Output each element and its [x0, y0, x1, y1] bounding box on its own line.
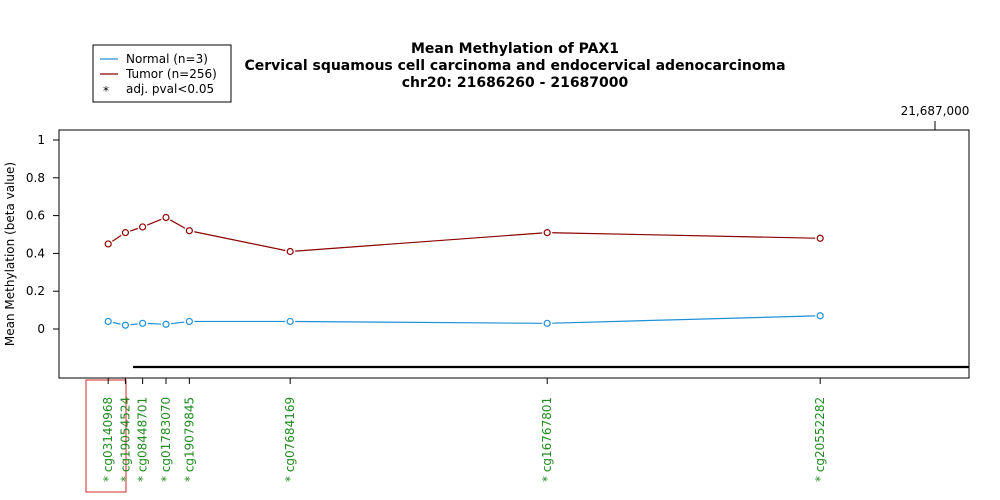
chart-title-line-1: Mean Methylation of PAX1 — [411, 41, 619, 57]
probe-label-cg03140968: * cg03140968 — [101, 397, 115, 482]
probe-cluster-highlight — [85, 379, 127, 493]
legend: Normal (n=3) Tumor (n=256) * adj. pval<0… — [92, 44, 232, 103]
legend-normal-label: Normal (n=3) — [126, 52, 208, 66]
probe-label-cg01783070: * cg01783070 — [159, 397, 173, 482]
series-normal-segment-2 — [147, 322, 162, 325]
y-axis-title: Mean Methylation (beta value) — [3, 162, 17, 346]
series-tumor-segment-5 — [295, 232, 543, 252]
series-tumor-segment-1 — [129, 227, 139, 232]
series-normal-segment-5 — [295, 320, 543, 324]
series-normal-point-cg19054524 — [121, 321, 130, 329]
series-normal-point-cg07684169 — [286, 317, 294, 326]
probe-label-cg07684169: * cg07684169 — [283, 397, 297, 482]
series-tumor-point-cg03140968 — [104, 240, 112, 248]
y-tick-label-3: 0.6 — [26, 209, 45, 223]
probe-label-cg16767801: * cg16767801 — [540, 397, 554, 482]
legend-tumor-label: Tumor (n=256) — [125, 67, 217, 81]
top-axis-label: 21,687,000 — [901, 104, 970, 118]
probe-label-cg19079845: * cg19079845 — [182, 397, 196, 482]
series-tumor-point-cg19054524 — [121, 229, 130, 237]
y-tick-label-5: 1 — [37, 133, 45, 147]
series-normal-point-cg08448701 — [139, 319, 147, 327]
series-normal-point-cg19079845 — [185, 317, 193, 326]
series-tumor-point-cg19079845 — [185, 227, 193, 235]
probe-label-cg08448701: * cg08448701 — [136, 397, 150, 482]
series-normal-segment-3 — [170, 321, 185, 325]
series-normal-point-cg03140968 — [104, 317, 112, 326]
y-tick-label-2: 0.4 — [26, 246, 45, 260]
series-tumor-segment-0 — [112, 234, 122, 242]
series-normal-point-cg16767801 — [543, 319, 551, 327]
series-tumor-point-cg07684169 — [286, 247, 294, 256]
probe-label-cg20552282: * cg20552282 — [813, 397, 827, 482]
series-normal-segment-6 — [552, 315, 816, 324]
series-layer — [104, 213, 824, 329]
y-axis: 0 0.2 0.4 0.6 0.8 1 — [26, 133, 59, 336]
chart-title-line-3: chr20: 21686260 - 21687000 — [402, 75, 629, 91]
y-tick-label-1: 0.2 — [26, 284, 45, 298]
legend-pval-symbol: * — [103, 84, 109, 98]
series-tumor-point-cg16767801 — [543, 229, 551, 237]
y-tick-label-0: 0 — [37, 322, 45, 336]
series-normal-point-cg01783070 — [162, 320, 170, 328]
series-normal-point-cg20552282 — [816, 312, 824, 320]
probe-labels: * cg03140968 * cg19054524 * cg08448701 * cg… — [101, 397, 827, 482]
series-tumor-point-cg08448701 — [139, 223, 147, 231]
probe-label-cg19054524: * cg19054524 — [118, 397, 132, 482]
series-normal-segment-1 — [130, 323, 138, 326]
series-tumor-segment-6 — [552, 232, 816, 239]
chart-title-line-2: Cervical squamous cell carcinoma and end… — [244, 58, 785, 74]
series-tumor-point-cg20552282 — [816, 234, 824, 242]
series-tumor-segment-4 — [194, 231, 286, 252]
legend-pval-label: adj. pval<0.05 — [126, 82, 214, 96]
y-tick-label-4: 0.8 — [26, 171, 45, 185]
series-tumor-segment-3 — [170, 219, 186, 229]
series-tumor-point-cg01783070 — [162, 213, 170, 222]
x-axis-probe-ticks — [107, 378, 821, 384]
plot-frame — [58, 129, 970, 379]
series-normal-segment-0 — [112, 321, 121, 325]
series-tumor-segment-2 — [147, 218, 162, 226]
